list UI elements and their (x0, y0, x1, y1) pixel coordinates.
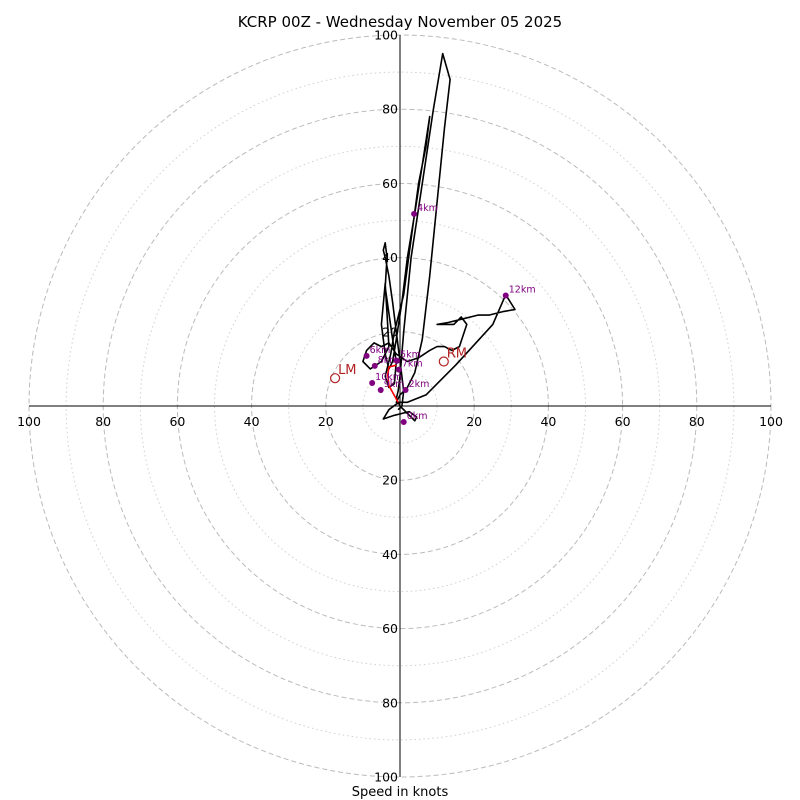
height-marker-8km (371, 362, 378, 369)
hodograph-trace (362, 52, 516, 422)
storm-motion-marker-RM (438, 356, 449, 367)
tick-label-bottom-40: 40 (382, 547, 398, 562)
height-marker-4km (411, 210, 418, 217)
tick-label-right-100: 100 (759, 414, 783, 429)
x-axis-label: Speed in knots (352, 785, 449, 800)
height-label-8km: 8km (378, 355, 399, 366)
height-label-0km: 0km (407, 411, 428, 422)
height-marker-9km (377, 387, 384, 394)
mean-wind-trace (386, 364, 399, 403)
height-marker-6km (363, 352, 370, 359)
height-label-7km: 7km (402, 359, 423, 370)
height-marker-0km (400, 418, 407, 425)
height-label-9km: 9km (384, 379, 405, 390)
mean-wind-line (386, 364, 399, 403)
tick-label-top-100: 100 (374, 28, 398, 43)
storm-motion-label-RM: RM (447, 346, 467, 361)
chart-title: KCRP 00Z - Wednesday November 05 2025 (238, 13, 562, 31)
height-marker-10km (369, 379, 376, 386)
tick-label-bottom-100: 100 (374, 770, 398, 785)
tick-label-left-20: 20 (318, 414, 334, 429)
tick-label-bottom-20: 20 (382, 473, 398, 488)
height-marker-7km (395, 366, 402, 373)
tick-label-top-80: 80 (382, 102, 398, 117)
height-marker-12km (502, 292, 509, 299)
height-label-5km: 5km (400, 350, 421, 361)
wind-profile-line-0 (362, 52, 516, 422)
tick-label-right-20: 20 (466, 414, 482, 429)
tick-label-left-60: 60 (169, 414, 185, 429)
tick-label-bottom-80: 80 (382, 695, 398, 710)
storm-motion-label-LM: LM (338, 363, 356, 378)
height-label-2km: 2km (409, 379, 430, 390)
tick-label-right-60: 60 (615, 414, 631, 429)
height-label-4km: 4km (417, 203, 438, 214)
height-marker-2km (402, 387, 409, 394)
tick-label-left-100: 100 (17, 414, 41, 429)
tick-label-top-60: 60 (382, 176, 398, 191)
tick-label-right-40: 40 (540, 414, 556, 429)
height-label-12km: 12km (509, 284, 536, 295)
storm-motion-markers: RM LM (329, 346, 467, 384)
tick-label-left-40: 40 (244, 414, 260, 429)
height-label-10km: 10km (375, 372, 402, 383)
tick-label-bottom-60: 60 (382, 621, 398, 636)
storm-motion-marker-LM (329, 373, 341, 384)
height-marker-5km (394, 357, 401, 364)
tick-label-left-80: 80 (95, 414, 111, 429)
height-label-6km: 6km (370, 345, 391, 356)
tick-label-right-80: 80 (689, 414, 705, 429)
